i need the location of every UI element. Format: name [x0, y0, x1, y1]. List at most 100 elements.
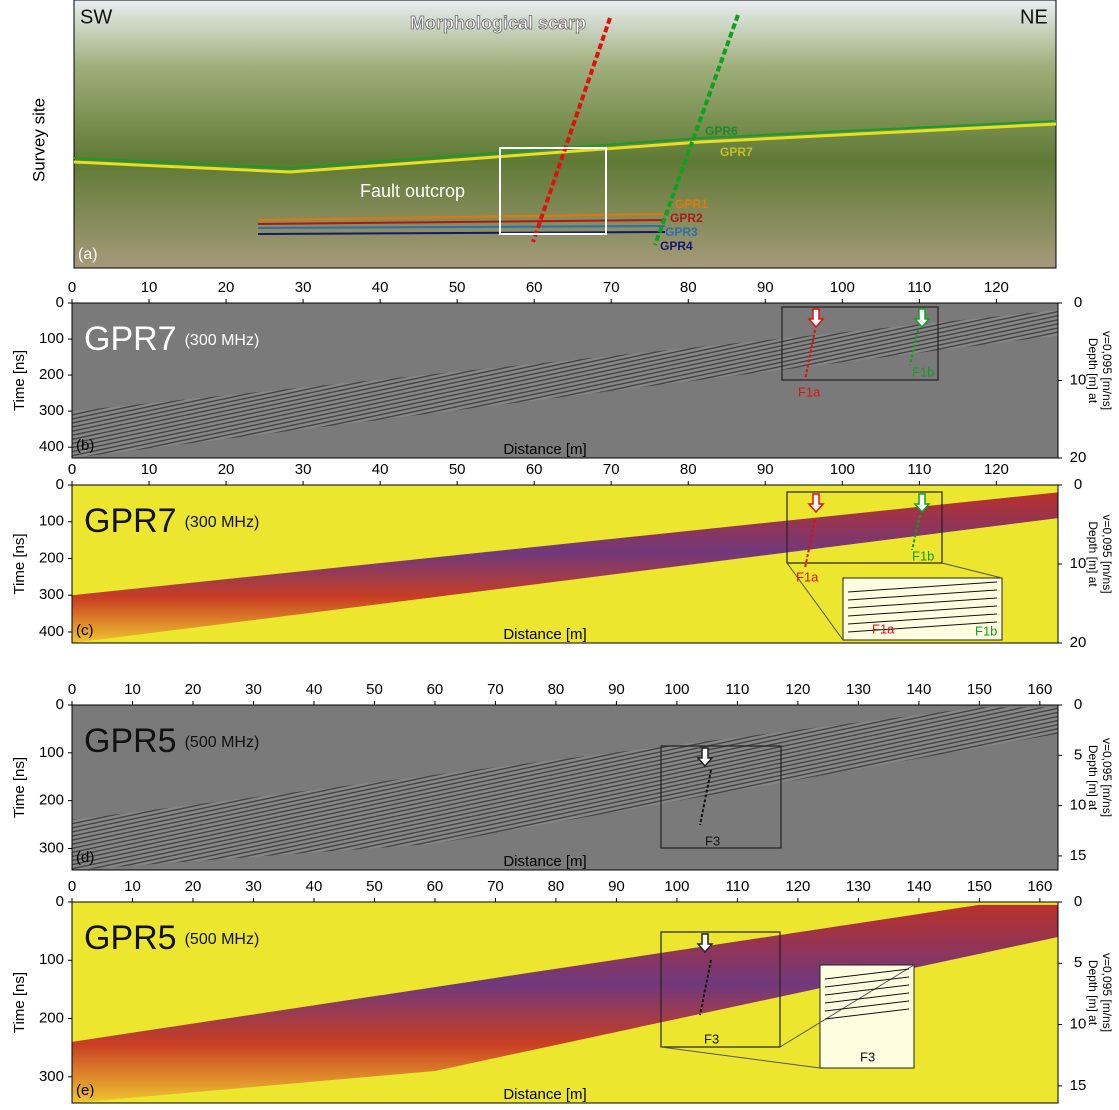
y-tick-label: 300 — [39, 839, 64, 856]
depth-tick-label: 0 — [1074, 893, 1082, 910]
photo-label: GPR7 — [720, 145, 753, 159]
depth-tick-label: 0 — [1074, 476, 1082, 493]
x-tick-label: 120 — [785, 878, 810, 895]
x-tick-label: 110 — [907, 279, 931, 296]
y-tick-label: 0 — [56, 476, 64, 493]
side-label: Survey site — [29, 98, 48, 182]
fault-label: F3 — [860, 1049, 875, 1064]
photo-label: NE — [1020, 6, 1048, 28]
x-tick-label: 50 — [449, 461, 466, 478]
x-tick-label: 120 — [984, 279, 1009, 296]
x-tick-label: 130 — [846, 681, 871, 698]
y-axis-label: Time [ns] — [11, 533, 28, 594]
y-tick-label: 300 — [39, 1068, 64, 1085]
depth-axis-label: Depth [m] at — [1086, 521, 1100, 587]
x-tick-label: 60 — [427, 681, 444, 698]
fault-label: F1a — [796, 569, 819, 584]
x-tick-label: 90 — [608, 681, 625, 698]
y-tick-label: 0 — [56, 294, 64, 311]
panel-label: (c) — [76, 622, 94, 639]
x-tick-label: 90 — [608, 878, 625, 895]
y-tick-label: 400 — [39, 623, 64, 640]
frequency: (500 MHz) — [185, 734, 260, 751]
x-tick-label: 50 — [366, 681, 383, 698]
depth-tick-label: 15 — [1070, 847, 1087, 864]
photo-label: GPR4 — [660, 239, 693, 253]
x-tick-label: 10 — [141, 461, 158, 478]
x-tick-label: 60 — [526, 461, 543, 478]
x-tick-label: 70 — [487, 878, 504, 895]
x-tick-label: 0 — [68, 681, 76, 698]
x-tick-label: 30 — [245, 681, 262, 698]
x-tick-label: 80 — [548, 681, 565, 698]
fault-label: F1b — [912, 548, 934, 563]
y-axis-label: Time [ns] — [11, 757, 28, 818]
y-tick-label: 200 — [39, 792, 64, 809]
fault-label: F1b — [975, 623, 997, 638]
x-tick-label: 40 — [306, 878, 323, 895]
x-tick-label: 100 — [830, 279, 855, 296]
y-tick-label: 0 — [56, 893, 64, 910]
x-tick-label: 0 — [68, 461, 76, 478]
x-tick-label: 20 — [218, 461, 235, 478]
x-axis-label: Distance [m] — [503, 626, 586, 643]
photo-label: Morphological scarp — [410, 13, 586, 33]
y-tick-label: 100 — [39, 744, 64, 761]
panel-label: (b) — [76, 437, 94, 454]
photo-label: GPR2 — [670, 211, 703, 225]
x-tick-label: 80 — [548, 878, 565, 895]
fault-label: F3 — [704, 1031, 719, 1046]
x-tick-label: 140 — [906, 681, 931, 698]
y-tick-label: 100 — [39, 513, 64, 530]
fault-label: F1a — [798, 384, 821, 399]
y-tick-label: 100 — [39, 330, 64, 347]
photo-label: GPR1 — [675, 197, 708, 211]
depth-tick-label: 5 — [1074, 746, 1082, 763]
y-tick-label: 100 — [39, 951, 64, 968]
x-tick-label: 20 — [218, 279, 235, 296]
x-tick-label: 70 — [603, 279, 620, 296]
x-tick-label: 70 — [487, 681, 504, 698]
y-tick-label: 200 — [39, 366, 64, 383]
y-tick-label: 300 — [39, 402, 64, 419]
depth-axis-label: Depth [m] at — [1086, 960, 1100, 1026]
x-tick-label: 160 — [1027, 878, 1052, 895]
photo-label: GPR3 — [665, 225, 698, 239]
fault-label: F3 — [705, 833, 720, 848]
x-tick-label: 30 — [295, 279, 312, 296]
depth-axis-label: Depth [m] at — [1086, 745, 1100, 811]
x-tick-label: 160 — [1027, 681, 1052, 698]
title: GPR7 — [84, 502, 177, 540]
x-tick-label: 100 — [664, 681, 689, 698]
x-tick-label: 110 — [907, 461, 931, 478]
x-tick-label: 70 — [603, 461, 620, 478]
photo — [74, 0, 1056, 268]
x-axis-label: Distance [m] — [503, 853, 586, 870]
depth-tick-label: 10 — [1070, 371, 1087, 388]
x-tick-label: 150 — [967, 681, 992, 698]
x-tick-label: 130 — [846, 878, 871, 895]
x-axis-label: Distance [m] — [503, 1086, 586, 1103]
photo-label: GPR6 — [705, 124, 738, 138]
photo-label: (a) — [78, 246, 98, 263]
x-tick-label: 10 — [141, 279, 158, 296]
x-tick-label: 120 — [785, 681, 810, 698]
depth-axis-label: v=0,095 [m/ns] — [1100, 331, 1114, 410]
x-tick-label: 40 — [372, 461, 389, 478]
depth-axis-label: Depth [m] at — [1086, 338, 1100, 404]
x-tick-label: 90 — [757, 279, 774, 296]
panel-label: (d) — [76, 849, 94, 866]
x-tick-label: 30 — [245, 878, 262, 895]
depth-tick-label: 0 — [1074, 294, 1082, 311]
fault-label: F1b — [912, 364, 934, 379]
x-tick-label: 40 — [372, 279, 389, 296]
depth-tick-label: 20 — [1070, 634, 1087, 651]
x-tick-label: 100 — [664, 878, 689, 895]
fault-label: F1a — [872, 621, 895, 636]
x-tick-label: 120 — [984, 461, 1009, 478]
x-tick-label: 90 — [757, 461, 774, 478]
frequency: (300 MHz) — [185, 332, 260, 349]
x-tick-label: 20 — [185, 878, 202, 895]
x-tick-label: 140 — [906, 878, 931, 895]
depth-axis-label: v=0,095 [m/ns] — [1100, 738, 1114, 817]
